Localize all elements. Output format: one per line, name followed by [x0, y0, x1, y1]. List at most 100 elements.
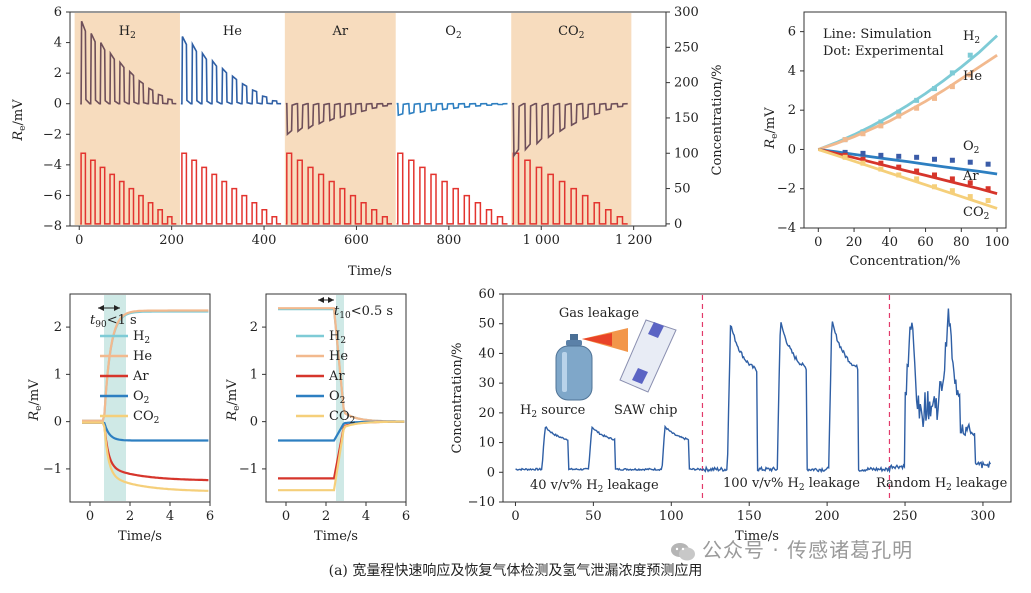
- x-axis-label: Time/s: [118, 529, 162, 544]
- curve-Ar: [82, 421, 209, 482]
- legend-label-He: He: [133, 349, 152, 364]
- x-tick-label: 1 000: [523, 233, 560, 248]
- region-dividers: [701, 295, 891, 501]
- x-axis-label: Time/s: [735, 529, 779, 544]
- exp-dot-O2: [896, 153, 902, 159]
- x-tick-label: 0: [511, 509, 519, 524]
- simulation-lines: [817, 34, 999, 210]
- x-tick-label: 6: [206, 509, 214, 524]
- signal-segment-Ar: [285, 102, 393, 137]
- exp-dot-O2: [842, 149, 848, 155]
- response-curves: [82, 309, 209, 492]
- x-tick-label: 60: [917, 235, 934, 250]
- legend-line-experimental: Dot: Experimental: [823, 44, 944, 59]
- exp-dot-CO2: [878, 166, 884, 172]
- sim-line-H2: [817, 34, 999, 151]
- legend-label-CO2: CO2: [133, 409, 159, 426]
- axes: −10 0 10 20 30 40 50 60 0 50 100 150 200 250 300: [468, 287, 996, 524]
- exp-dot-CO2: [896, 172, 902, 178]
- response-window-shade: [104, 295, 126, 501]
- leakage-setup-inset: Gas leakage H2 source SAW chip: [520, 306, 677, 420]
- x-tick-label: 80: [953, 235, 970, 250]
- chart-recovery-time: −1 0 1 2 0 2 4 6 H2 He Ar O2 CO2 t10<0.5 s Time/s R…: [225, 293, 410, 544]
- series-label-CO2: CO2: [963, 205, 989, 222]
- plot-frame: [502, 293, 1012, 503]
- plot-frame: [265, 293, 407, 503]
- exp-dot-CO2: [914, 176, 920, 182]
- y-right-tick-label: 300: [674, 5, 699, 20]
- exp-dot-He: [967, 72, 973, 78]
- x-tick-label: 250: [893, 509, 918, 524]
- exp-dot-He: [878, 123, 884, 129]
- exp-dot-H2: [931, 86, 937, 92]
- exp-dot-O2: [860, 150, 866, 156]
- x-tick-label: 0: [86, 509, 94, 524]
- x-tick-label: 200: [159, 233, 184, 248]
- exp-dot-He: [914, 105, 920, 111]
- exp-dot-He: [949, 84, 955, 90]
- exp-dot-O2: [931, 156, 937, 162]
- exp-dot-CO2: [931, 184, 937, 190]
- gas-label-CO2: CO2: [558, 24, 584, 41]
- exp-dot-He: [896, 113, 902, 119]
- curve-O2: [82, 421, 209, 442]
- exp-dot-CO2: [949, 188, 955, 194]
- gas-label-He: He: [223, 24, 242, 39]
- exp-dot-CO2: [985, 198, 991, 204]
- figure-caption: (a) 宽量程快速响应及恢复气体检测及氢气泄漏浓度预测应用: [328, 563, 703, 579]
- chart-response-time-series: −8 −6 −4 −2 0 2 4 6 0 50 100 150 200 250 300 0 200 400 600…: [11, 5, 725, 279]
- exp-dot-H2: [949, 70, 955, 76]
- chart-leakage-prediction: −10 0 10 20 30 40 50 60 0 50 100 150 200 250 300 40 v/…: [450, 287, 1012, 544]
- legend-label-H2: H2: [133, 329, 150, 346]
- x-tick-label: 20: [846, 235, 863, 250]
- y-tick-label: 1: [54, 367, 62, 382]
- gas-band-H2: [74, 13, 180, 225]
- x-tick-label: 100: [985, 235, 1010, 250]
- legend-label-O2: O2: [133, 389, 149, 406]
- x-tick-label: 200: [815, 509, 840, 524]
- series-label-Ar: Ar: [962, 169, 979, 184]
- y-right-tick-label: 200: [674, 76, 699, 91]
- legend: H2 He Ar O2 CO2: [296, 329, 355, 426]
- y-left-tick-label: −8: [43, 219, 62, 234]
- concentration-trace: [515, 308, 992, 474]
- exp-dot-Ar: [985, 186, 991, 192]
- signal-segment-He: [180, 36, 282, 105]
- plot-frame: [803, 11, 1007, 229]
- series-label-H2: H2: [963, 29, 980, 46]
- curve-He: [82, 309, 209, 422]
- y-axis-label: Re/mV: [27, 379, 44, 422]
- x-tick-label: 2: [126, 509, 134, 524]
- series-label-He: He: [963, 69, 982, 84]
- exp-dot-Ar: [860, 156, 866, 162]
- exp-dot-O2: [914, 154, 920, 160]
- exp-dot-CO2: [860, 160, 866, 166]
- signal-trace: [80, 20, 628, 159]
- y-axis-label-left: Re/mV: [11, 99, 28, 142]
- series-labels: H2 He O2 Ar CO2: [962, 29, 989, 222]
- sim-line-Ar: [818, 148, 998, 195]
- legend-label-Ar: Ar: [328, 369, 345, 384]
- y-right-tick-label: 0: [674, 217, 682, 232]
- y-tick-label: 0: [788, 142, 796, 157]
- x-tick-label: 0: [282, 509, 290, 524]
- exp-dot-He: [860, 131, 866, 137]
- legend-label-He: He: [329, 349, 348, 364]
- y-tick-label: 20: [478, 406, 495, 421]
- x-axis-label: Concentration/%: [850, 254, 961, 269]
- y-left-tick-label: 4: [54, 36, 62, 51]
- plot-frame: [69, 293, 211, 503]
- y-tick-label: −1: [43, 462, 62, 477]
- concentration-segment-He: [180, 152, 282, 225]
- y-tick-label: 6: [788, 25, 796, 40]
- y-tick-label: 2: [788, 103, 796, 118]
- exp-dot-He: [842, 137, 848, 143]
- y-tick-label: −2: [777, 182, 796, 197]
- y-right-tick-label: 100: [674, 146, 699, 161]
- axes: −1 0 1 2 0 2 4 6: [239, 320, 410, 524]
- exp-dot-Ar: [914, 168, 920, 174]
- wechat-icon: [671, 542, 695, 560]
- plot-frame: [69, 11, 667, 227]
